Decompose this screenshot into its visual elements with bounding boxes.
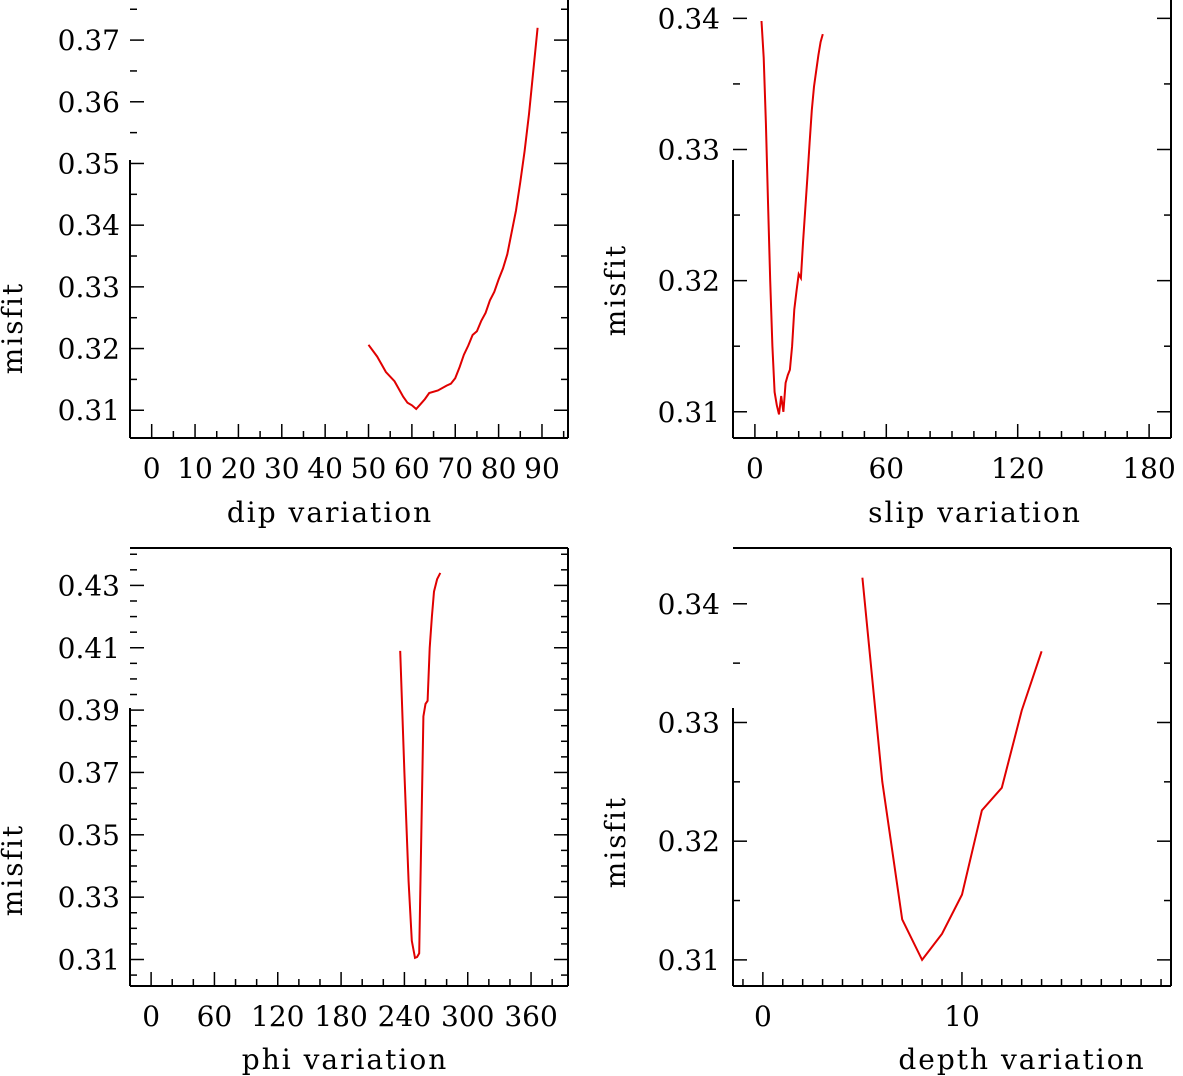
- y-tick-label: 0.43: [58, 569, 120, 602]
- y-tick-label: 0.31: [658, 396, 720, 429]
- y-tick-label: 0.36: [58, 86, 120, 119]
- x-tick-label: 360: [504, 1000, 557, 1033]
- y-tick-label: 0.32: [658, 265, 720, 298]
- y-tick-label: 0.32: [58, 333, 120, 366]
- x-tick-label: 90: [524, 452, 560, 485]
- x-tick-label: 180: [314, 1000, 367, 1033]
- y-tick-label: 0.31: [658, 944, 720, 977]
- y-tick-label: 0.39: [58, 694, 120, 727]
- x-tick-label: 70: [437, 452, 473, 485]
- panel-depth: 0 10 0.31 0.32 0.33 0.34 depth variation misfit: [599, 547, 1172, 1076]
- x-tick-label: 0: [754, 1000, 772, 1033]
- x-tick-label: 0: [746, 452, 764, 485]
- y-tick-label: 0.34: [658, 588, 720, 621]
- x-tick-label: 180: [1122, 452, 1175, 485]
- x-tick-label: 240: [378, 1000, 431, 1033]
- x-tick-label: 120: [991, 452, 1044, 485]
- x-tick-label: 20: [221, 452, 257, 485]
- x-tick-label: 0: [142, 1000, 160, 1033]
- x-tick-label: 300: [441, 1000, 494, 1033]
- y-tick-label: 0.31: [58, 944, 120, 977]
- x-tick-label: 60: [197, 1000, 233, 1033]
- y-tick-label: 0.33: [658, 133, 720, 166]
- x-axis-title: phi variation: [242, 1043, 448, 1076]
- y-tick-label: 0.41: [58, 632, 120, 665]
- x-tick-label: 40: [307, 452, 343, 485]
- y-tick-label: 0.32: [658, 825, 720, 858]
- x-tick-label: 0: [143, 452, 161, 485]
- y-axis-title: misfit: [0, 824, 29, 916]
- x-axis-title: dip variation: [227, 496, 433, 529]
- x-tick-label: 60: [394, 452, 430, 485]
- x-tick-label: 80: [481, 452, 517, 485]
- panel-slip: 0 60 120 180 0.31 0.32 0.33 0.34 slip variation m…: [599, 0, 1176, 529]
- y-tick-label: 0.31: [58, 394, 120, 427]
- x-tick-label: 50: [351, 452, 387, 485]
- x-axis-title: depth variation: [898, 1043, 1145, 1076]
- series-line: [760, 20, 824, 415]
- y-axis-title: misfit: [0, 282, 29, 374]
- y-tick-label: 0.34: [58, 209, 120, 242]
- series-line: [861, 577, 1043, 962]
- x-axis-title: slip variation: [868, 496, 1082, 529]
- x-tick-label: 120: [251, 1000, 304, 1033]
- x-tick-label: 30: [264, 452, 300, 485]
- series-line: [367, 27, 539, 411]
- y-axis-title: misfit: [599, 796, 632, 888]
- y-tick-label: 0.33: [58, 271, 120, 304]
- x-tick-label: 10: [177, 452, 213, 485]
- y-tick-label: 0.33: [658, 706, 720, 739]
- x-tick-label: 10: [944, 1000, 980, 1033]
- y-tick-label: 0.37: [58, 756, 120, 789]
- y-tick-label: 0.37: [58, 24, 120, 57]
- y-tick-label: 0.35: [58, 819, 120, 852]
- series-line: [399, 572, 442, 960]
- y-axis-title: misfit: [599, 244, 632, 336]
- panel-phi: 0 60 120 180 240 300 360 0.31 0.33 0.35 0.37 0.39 0.…: [0, 547, 569, 1076]
- y-tick-label: 0.33: [58, 881, 120, 914]
- panel-dip: 0 10 20 30 40 50 60 70 80 90 0.31 0.32 0.33 0.34 0.35 0…: [0, 0, 569, 529]
- y-tick-label: 0.34: [658, 2, 720, 35]
- y-tick-label: 0.35: [58, 147, 120, 180]
- x-tick-label: 60: [868, 452, 904, 485]
